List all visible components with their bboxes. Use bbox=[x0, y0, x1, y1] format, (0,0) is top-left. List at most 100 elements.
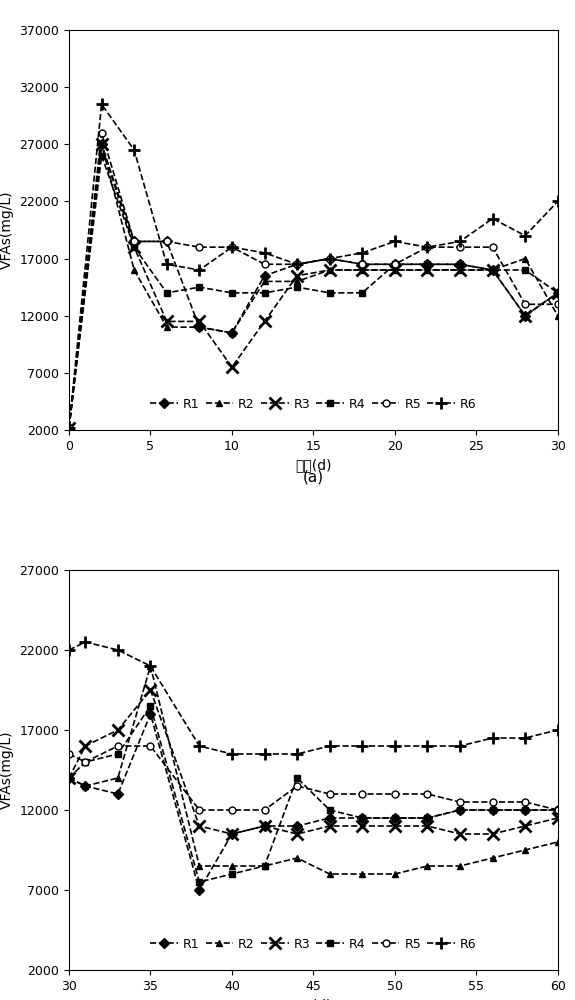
R4 bbox=[147, 700, 154, 712]
R2 bbox=[196, 321, 203, 333]
R2 bbox=[424, 860, 431, 872]
R2 bbox=[147, 660, 154, 672]
R1 bbox=[424, 258, 431, 270]
R1 bbox=[424, 812, 431, 824]
R6 bbox=[359, 740, 366, 752]
R2 bbox=[196, 860, 203, 872]
R6 bbox=[196, 264, 203, 276]
R5 bbox=[522, 796, 528, 808]
R5 bbox=[457, 796, 463, 808]
Line: R2: R2 bbox=[66, 141, 561, 431]
R2 bbox=[261, 275, 268, 287]
R5 bbox=[66, 748, 72, 760]
R1 bbox=[114, 788, 121, 800]
R6 bbox=[392, 235, 398, 247]
Text: (a): (a) bbox=[303, 470, 324, 485]
R3 bbox=[326, 820, 333, 832]
R2 bbox=[82, 780, 89, 792]
R3 bbox=[359, 820, 366, 832]
R4 bbox=[228, 868, 235, 880]
R4 bbox=[196, 876, 203, 888]
R6 bbox=[261, 247, 268, 259]
R2 bbox=[228, 860, 235, 872]
R3 bbox=[163, 315, 170, 327]
R4 bbox=[228, 287, 235, 299]
R3 bbox=[294, 270, 301, 282]
R4 bbox=[554, 804, 561, 816]
R1 bbox=[196, 321, 203, 333]
R6 bbox=[66, 644, 72, 656]
R2 bbox=[359, 868, 366, 880]
R4 bbox=[66, 422, 72, 434]
R4 bbox=[424, 258, 431, 270]
R1 bbox=[522, 310, 528, 322]
R3 bbox=[228, 828, 235, 840]
Line: R5: R5 bbox=[66, 743, 561, 813]
R3 bbox=[114, 724, 121, 736]
R1 bbox=[489, 264, 496, 276]
R3 bbox=[147, 684, 154, 696]
R5 bbox=[489, 241, 496, 253]
R5 bbox=[554, 298, 561, 310]
R6 bbox=[522, 230, 528, 242]
R6 bbox=[554, 195, 561, 207]
R2 bbox=[66, 772, 72, 784]
R1 bbox=[98, 138, 105, 150]
R6 bbox=[98, 98, 105, 110]
R6 bbox=[82, 636, 89, 648]
R5 bbox=[326, 253, 333, 265]
R5 bbox=[392, 258, 398, 270]
R6 bbox=[228, 748, 235, 760]
R4 bbox=[326, 804, 333, 816]
R4 bbox=[131, 241, 137, 253]
R2 bbox=[261, 860, 268, 872]
R5 bbox=[114, 740, 121, 752]
R5 bbox=[424, 241, 431, 253]
R3 bbox=[261, 315, 268, 327]
R6 bbox=[424, 740, 431, 752]
R4 bbox=[98, 150, 105, 162]
R4 bbox=[554, 287, 561, 299]
R6 bbox=[392, 740, 398, 752]
R6 bbox=[66, 422, 72, 434]
R1 bbox=[294, 820, 301, 832]
R4 bbox=[294, 772, 301, 784]
R3 bbox=[66, 422, 72, 434]
R6 bbox=[326, 253, 333, 265]
R1 bbox=[196, 884, 203, 896]
R5 bbox=[163, 235, 170, 247]
R5 bbox=[457, 241, 463, 253]
R3 bbox=[261, 820, 268, 832]
R1 bbox=[392, 258, 398, 270]
R6 bbox=[294, 748, 301, 760]
R2 bbox=[114, 772, 121, 784]
R6 bbox=[424, 241, 431, 253]
R1 bbox=[489, 804, 496, 816]
X-axis label: 时间(d): 时间(d) bbox=[295, 458, 332, 472]
R6 bbox=[131, 144, 137, 156]
R4 bbox=[457, 258, 463, 270]
R1 bbox=[359, 258, 366, 270]
R1 bbox=[147, 708, 154, 720]
Line: R6: R6 bbox=[63, 99, 564, 433]
R1 bbox=[392, 812, 398, 824]
R1 bbox=[66, 772, 72, 784]
R2 bbox=[66, 422, 72, 434]
R3 bbox=[424, 264, 431, 276]
R6 bbox=[147, 660, 154, 672]
Line: R2: R2 bbox=[66, 663, 561, 877]
R2 bbox=[326, 264, 333, 276]
R1 bbox=[554, 287, 561, 299]
R2 bbox=[294, 275, 301, 287]
R4 bbox=[359, 812, 366, 824]
R4 bbox=[163, 287, 170, 299]
R3 bbox=[131, 241, 137, 253]
R6 bbox=[457, 235, 463, 247]
R1 bbox=[228, 828, 235, 840]
R2 bbox=[489, 852, 496, 864]
R6 bbox=[457, 740, 463, 752]
Legend: R1, R2, R3, R4, R5, R6: R1, R2, R3, R4, R5, R6 bbox=[145, 933, 481, 956]
R5 bbox=[294, 780, 301, 792]
R5 bbox=[294, 258, 301, 270]
Legend: R1, R2, R3, R4, R5, R6: R1, R2, R3, R4, R5, R6 bbox=[145, 393, 481, 416]
